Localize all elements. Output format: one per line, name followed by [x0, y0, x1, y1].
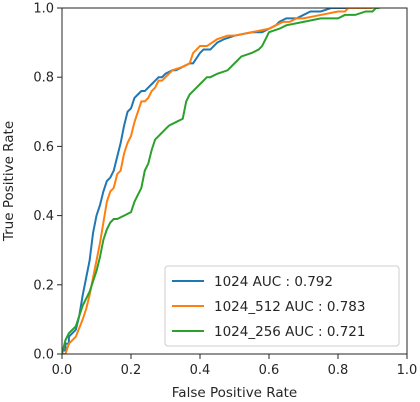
- y-tick-label: 0.8: [33, 71, 54, 86]
- y-tick-label: 0.2: [33, 278, 54, 293]
- x-tick-label: 0.2: [121, 363, 142, 378]
- legend-frame: [164, 265, 400, 347]
- series-line-2: [62, 8, 373, 354]
- legend-label-1: 1024 AUC : 0.792: [214, 274, 333, 290]
- y-tick-label: 0.0: [33, 348, 54, 363]
- y-tick-label: 1.0: [33, 2, 54, 17]
- y-axis: 0.0 0.2 0.4 0.6 0.8 1.0: [33, 2, 62, 363]
- plot-frame: [61, 7, 408, 355]
- y-tick-label: 0.4: [33, 209, 54, 224]
- x-tick-label: 0.4: [190, 363, 211, 378]
- x-tick-label: 0.0: [52, 363, 73, 378]
- series-layer: [62, 8, 380, 354]
- y-axis-label: True Positive Rate: [1, 121, 17, 242]
- legend-label-2: 1024_512 AUC : 0.783: [214, 299, 366, 315]
- x-tick-label: 0.8: [328, 363, 349, 378]
- x-tick-label: 1.0: [397, 363, 418, 378]
- y-tick-label: 0.6: [33, 140, 54, 155]
- x-axis: 0.0 0.2 0.4 0.6 0.8 1.0: [52, 354, 418, 378]
- x-tick-label: 0.6: [259, 363, 280, 378]
- series-line-3: [62, 8, 380, 354]
- legend: 1024 AUC : 0.792 1024_512 AUC : 0.783 1024…: [164, 265, 400, 347]
- x-axis-label: False Positive Rate: [172, 385, 297, 401]
- legend-label-3: 1024_256 AUC : 0.721: [214, 324, 366, 340]
